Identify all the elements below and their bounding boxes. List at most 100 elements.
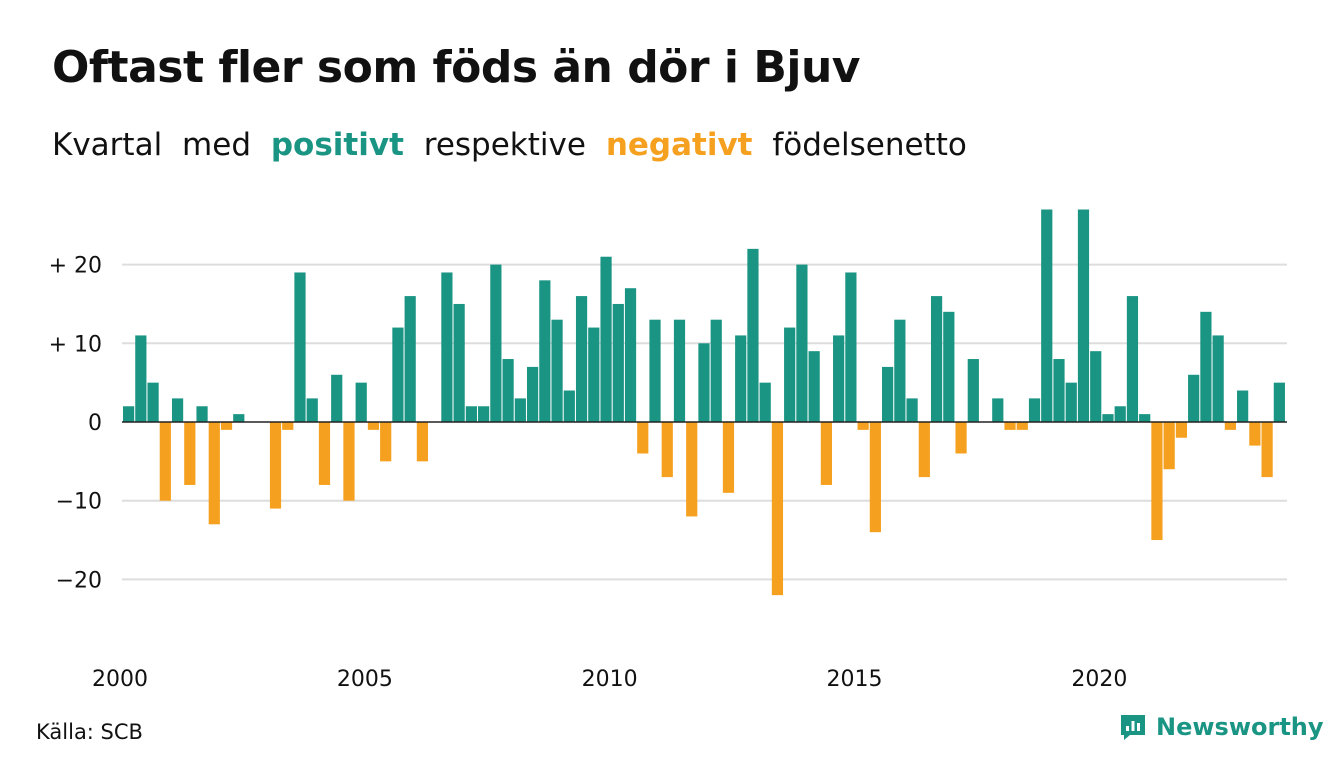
x-tick-label: 2005 <box>337 667 393 692</box>
bar <box>1102 414 1114 422</box>
subtitle-word: Kvartal <box>52 127 163 163</box>
y-tick-label: −20 <box>56 568 102 593</box>
bar <box>1028 398 1041 422</box>
bar <box>955 422 967 454</box>
brand-logo: Newsworthy <box>1118 712 1324 742</box>
bar <box>857 422 869 430</box>
bar <box>159 422 171 501</box>
bar <box>220 422 233 430</box>
bar <box>600 256 612 422</box>
bar <box>331 374 343 422</box>
bar <box>930 296 943 422</box>
bar <box>453 303 465 422</box>
bar <box>1041 209 1053 422</box>
bar <box>808 351 820 422</box>
bar <box>416 422 429 462</box>
bar <box>147 382 159 422</box>
bar <box>282 422 294 430</box>
source-note: Källa: SCB <box>36 720 143 744</box>
bar <box>1273 382 1285 422</box>
bar <box>392 327 404 422</box>
bar <box>698 343 710 422</box>
bar <box>1175 422 1188 438</box>
bar <box>306 398 318 422</box>
bar <box>992 398 1004 422</box>
bar <box>649 319 661 422</box>
bar <box>967 359 979 422</box>
bar <box>1200 311 1212 422</box>
y-tick-label: 0 <box>88 411 102 436</box>
bar <box>196 406 208 422</box>
x-tick-label: 2000 <box>92 667 148 692</box>
bar <box>906 398 918 422</box>
bar <box>624 288 637 422</box>
bar <box>918 422 930 478</box>
bar <box>404 296 416 422</box>
subtitle-word: födelsenetto <box>772 127 967 163</box>
bar <box>575 296 588 422</box>
bar <box>1139 414 1151 422</box>
bar <box>441 272 453 422</box>
bar <box>526 366 539 422</box>
bar <box>1151 422 1163 541</box>
bar <box>1163 422 1175 470</box>
bar <box>563 390 575 422</box>
bar <box>943 311 955 422</box>
bar <box>612 303 624 422</box>
bar <box>355 382 367 422</box>
bar <box>1126 296 1139 422</box>
bar <box>661 422 673 478</box>
bar <box>490 264 502 422</box>
bar <box>1237 390 1249 422</box>
bar <box>294 272 306 422</box>
x-tick-label: 2020 <box>1071 667 1127 692</box>
x-tick-label: 2010 <box>582 667 638 692</box>
bar <box>208 422 220 525</box>
bar <box>1065 382 1077 422</box>
bar <box>1249 422 1261 446</box>
bar <box>820 422 832 485</box>
bar <box>722 422 735 493</box>
bar <box>514 398 526 422</box>
bar <box>735 335 747 422</box>
bar <box>1090 351 1102 422</box>
bar <box>123 406 135 422</box>
bar <box>269 422 282 509</box>
bar <box>1016 422 1028 430</box>
bar <box>1004 422 1016 430</box>
bar <box>759 382 771 422</box>
bar <box>380 422 392 462</box>
subtitle-word: med <box>182 127 251 163</box>
legend-negative: negativt <box>605 127 753 163</box>
bar <box>1053 359 1065 422</box>
bar <box>478 406 490 422</box>
newsworthy-logo-icon <box>1121 715 1145 740</box>
chart-title: Oftast fler som föds än dör i Bjuv <box>52 42 860 93</box>
bar <box>637 422 649 454</box>
x-tick-label: 2015 <box>827 667 883 692</box>
bar <box>747 248 759 422</box>
bar <box>539 280 551 422</box>
bar <box>343 422 355 501</box>
bar <box>1077 209 1090 422</box>
bar <box>686 422 698 517</box>
legend-positive: positivt <box>270 127 404 163</box>
bar <box>367 422 380 430</box>
bar <box>1224 422 1236 430</box>
brand-name: Newsworthy <box>1156 713 1324 741</box>
bar <box>796 264 808 422</box>
bar <box>1114 406 1126 422</box>
bar <box>882 366 894 422</box>
bar <box>465 406 477 422</box>
bar <box>1261 422 1273 478</box>
bar <box>784 327 796 422</box>
y-tick-label: + 10 <box>49 332 102 357</box>
chart-subtitle: Kvartal med positivt respektive negativt… <box>52 127 977 163</box>
bar <box>1188 374 1200 422</box>
bar <box>710 319 722 422</box>
bar <box>869 422 881 533</box>
bar <box>845 272 857 422</box>
bar <box>894 319 906 422</box>
bar <box>233 414 245 422</box>
y-tick-label: −10 <box>56 490 102 515</box>
